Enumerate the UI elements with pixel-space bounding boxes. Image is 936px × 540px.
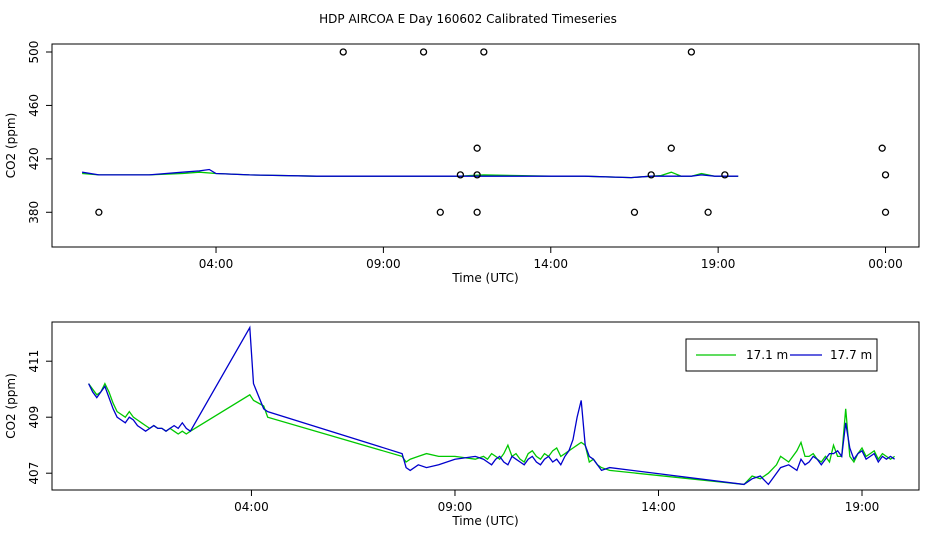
y-axis-label: CO2 (ppm) bbox=[4, 113, 18, 179]
data-point-marker bbox=[95, 208, 103, 216]
series-line-2 bbox=[88, 325, 895, 486]
x-axis-label: Time (UTC) bbox=[451, 514, 518, 528]
data-point-marker bbox=[436, 208, 444, 216]
data-point-marker bbox=[881, 208, 890, 216]
x-tick-label: 14:00 bbox=[641, 500, 676, 514]
data-point-marker bbox=[667, 144, 675, 152]
bottom-panel: 04:00 09:00 14:00 19:00 407 409 411 Time (UTC) C… bbox=[4, 321, 920, 528]
data-point-marker bbox=[480, 48, 488, 56]
y-tick-label: 407 bbox=[27, 462, 41, 485]
y-tick-label: 411 bbox=[27, 350, 41, 373]
data-point-marker bbox=[687, 48, 696, 56]
x-tick-label: 19:00 bbox=[845, 500, 880, 514]
data-point-marker bbox=[721, 171, 729, 179]
data-point-marker bbox=[339, 48, 347, 56]
data-point-marker bbox=[704, 208, 712, 216]
data-point-marker bbox=[419, 48, 428, 56]
plot-frame bbox=[51, 43, 920, 248]
y-tick-label: 460 bbox=[27, 94, 41, 117]
data-point-marker bbox=[473, 171, 481, 179]
x-tick-label: 04:00 bbox=[199, 257, 234, 271]
x-tick-label: 04:00 bbox=[234, 500, 269, 514]
y-tick-label: 500 bbox=[27, 41, 41, 64]
x-tick-label: 09:00 bbox=[438, 500, 473, 514]
x-tick-label: 00:00 bbox=[868, 257, 903, 271]
data-point-marker bbox=[473, 144, 481, 152]
x-tick-label: 09:00 bbox=[366, 257, 401, 271]
x-tick-label: 14:00 bbox=[533, 257, 568, 271]
series-line-2 bbox=[81, 168, 739, 179]
legend-label-2: 17.7 m bbox=[830, 348, 872, 362]
y-tick-label: 380 bbox=[27, 201, 41, 224]
x-axis-label: Time (UTC) bbox=[451, 271, 518, 285]
data-point-marker bbox=[473, 208, 481, 216]
legend-label-1: 17.1 m bbox=[746, 348, 788, 362]
x-tick-label: 19:00 bbox=[701, 257, 736, 271]
chart-title: HDP AIRCOA E Day 160602 Calibrated Times… bbox=[319, 12, 617, 26]
y-tick-label: 409 bbox=[27, 406, 41, 429]
top-panel: 04:00 09:00 14:00 19:00 00:00 380 420 460 500 Tim… bbox=[4, 41, 920, 285]
data-point-marker bbox=[456, 171, 465, 179]
data-point-marker bbox=[647, 171, 655, 179]
plot-frame bbox=[51, 321, 920, 491]
y-axis-label: CO2 (ppm) bbox=[4, 373, 18, 439]
y-tick-label: 420 bbox=[27, 147, 41, 170]
data-point-marker bbox=[630, 208, 639, 216]
data-point-marker bbox=[881, 171, 890, 179]
data-point-marker bbox=[878, 144, 886, 152]
